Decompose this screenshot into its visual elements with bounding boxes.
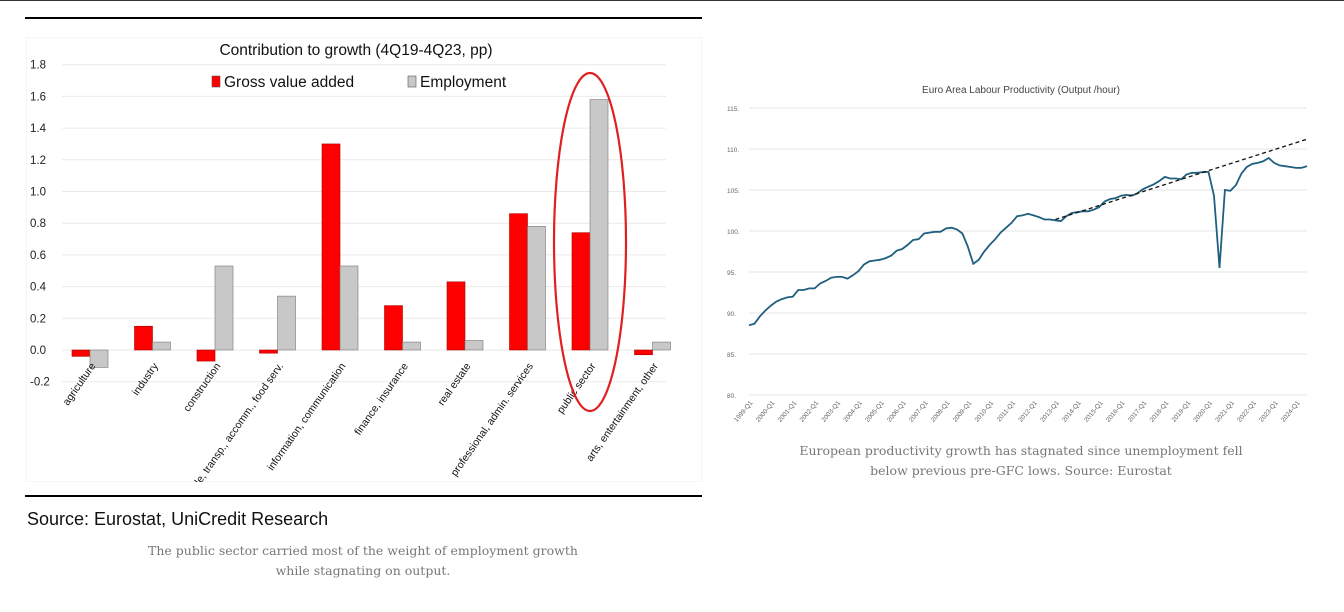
y-tick-label: 1.8 <box>30 60 46 72</box>
x-tick-label: 2024-Q1 <box>1280 399 1302 423</box>
x-tick-label: 2022-Q1 <box>1236 399 1258 423</box>
legend-swatch <box>407 75 417 88</box>
bar-employment <box>527 226 546 351</box>
y-tick-label: 1.6 <box>30 91 46 103</box>
right-figure-caption: European productivity growth has stagnat… <box>799 443 1243 478</box>
bar-gva <box>134 325 153 351</box>
chart-title: Euro Area Labour Productivity (Output /h… <box>922 85 1120 96</box>
bar-employment <box>339 265 359 351</box>
y-tick-label: 90. <box>727 311 736 318</box>
bar-employment <box>152 341 171 351</box>
left-figure-source: Source: Eurostat, UniCredit Research <box>27 509 329 529</box>
bar-employment <box>464 340 484 351</box>
bar-gva <box>196 349 216 362</box>
x-tick-label: 2011-Q1 <box>996 400 1018 424</box>
x-tick-label: 2019-Q1 <box>1171 399 1193 423</box>
y-tick-label: 0.8 <box>30 218 46 230</box>
y-tick-label: 0.0 <box>30 345 46 357</box>
y-tick-label: 1.4 <box>30 123 47 135</box>
bar-gva <box>71 349 91 357</box>
top-border <box>0 0 1344 1</box>
bar-gva <box>571 232 591 351</box>
x-tick-label: 2015-Q1 <box>1083 399 1105 423</box>
productivity-line-chart: Euro Area Labour Productivity (Output /h… <box>727 85 1308 424</box>
bar-gva <box>509 213 528 351</box>
x-tick-label: 2016-Q1 <box>1105 399 1127 423</box>
bar-gva <box>446 281 466 351</box>
x-tick-label: 2023-Q1 <box>1258 399 1280 423</box>
bar-employment <box>277 295 296 351</box>
productivity-line <box>748 156 1308 327</box>
x-tick-label: 2008-Q1 <box>930 399 952 423</box>
y-tick-label: 115. <box>727 106 739 113</box>
trend-line <box>1055 138 1308 221</box>
x-tick-label: 2010-Q1 <box>974 399 996 423</box>
x-tick-label: 2013-Q1 <box>1039 399 1061 423</box>
bar-gva <box>321 143 341 351</box>
left-figure-bottom-rule <box>25 495 702 497</box>
y-tick-label: 110. <box>727 147 739 154</box>
x-tick-label: 1999-Q1 <box>733 399 755 423</box>
y-tick-label: 85. <box>727 352 736 359</box>
chart-title: Contribution to growth (4Q19-4Q23, pp) <box>219 42 492 59</box>
bar-gva <box>634 349 653 356</box>
x-tick-label: 2006-Q1 <box>886 399 908 423</box>
x-tick-label: 2004-Q1 <box>842 399 864 423</box>
x-tick-label: 2001-Q1 <box>777 399 799 423</box>
legend-swatch <box>211 75 221 88</box>
y-tick-label: 100. <box>727 229 740 236</box>
y-tick-label: -0.2 <box>30 377 50 389</box>
y-tick-label: 1.0 <box>30 187 46 199</box>
y-tick-label: 95. <box>727 270 736 277</box>
y-tick-label: 0.6 <box>30 250 46 262</box>
y-tick-label: 0.2 <box>30 313 46 325</box>
x-tick-label: 2007-Q1 <box>908 399 930 423</box>
x-tick-label: 2000-Q1 <box>755 399 777 423</box>
x-tick-label: 2021-Q1 <box>1214 399 1236 423</box>
y-tick-label: 0.4 <box>30 282 47 294</box>
x-tick-label: 2012-Q1 <box>1017 399 1039 423</box>
bar-gva <box>384 305 403 351</box>
legend-label: Gross value added <box>224 74 354 91</box>
x-tick-label: 2009-Q1 <box>952 399 974 423</box>
highlight-ellipse <box>552 71 628 413</box>
y-tick-label: 80. <box>727 393 736 400</box>
bar-employment <box>214 265 234 351</box>
x-tick-label: 2002-Q1 <box>799 399 821 423</box>
left-figure-caption: The public sector carried most of the we… <box>148 543 578 578</box>
x-tick-label: 2003-Q1 <box>820 399 842 423</box>
y-tick-label: 1.2 <box>30 155 46 167</box>
bar-employment <box>89 349 109 368</box>
bar-employment <box>652 341 671 351</box>
bar-employment <box>589 99 609 351</box>
bar-gva <box>259 349 278 354</box>
left-figure-top-rule <box>25 17 702 19</box>
legend-label: Employment <box>420 74 507 91</box>
x-tick-label: 2018-Q1 <box>1149 399 1171 423</box>
x-tick-label: 2017-Q1 <box>1127 399 1149 423</box>
contribution-bar-chart: -0.2 0.0 0.2 0.4 0.6 0.8 1.0 1.2 1.4 1.6 1.8 Contri… <box>26 37 702 482</box>
x-tick-label: 2020-Q1 <box>1192 399 1214 423</box>
y-tick-label: 105. <box>727 188 740 195</box>
x-tick-label: 2005-Q1 <box>864 399 886 423</box>
bar-employment <box>402 341 421 351</box>
x-tick-label: 2014-Q1 <box>1061 399 1083 423</box>
